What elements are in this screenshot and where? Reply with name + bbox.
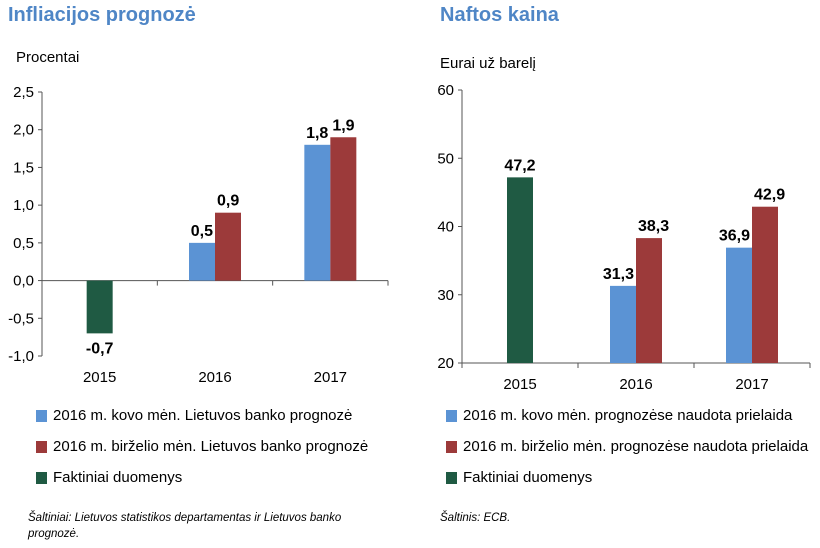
oil-price-chart: Eurai už barelį 60 50 40 30 20 2015 2016 2017 47,… <box>437 55 811 393</box>
legend-label: 2016 m. birželio mėn. prognozėse naudota… <box>463 438 809 455</box>
oil-data-label: 31,3 <box>603 266 634 283</box>
right-chart-title: Naftos kaina <box>440 4 559 26</box>
inflation-bar <box>189 242 215 281</box>
inflation-data-label: 1,8 <box>306 125 328 142</box>
oil-legend: 2016 m. kovo mėn. prognozėse naudota pri… <box>446 400 808 493</box>
inflation-y-tick-label: 0,5 <box>13 235 34 252</box>
oil-y-tick-label: 20 <box>437 355 454 372</box>
legend-swatch <box>36 409 47 422</box>
oil-x-tick-label: 2016 <box>619 376 652 393</box>
legend-item: Faktiniai duomenys <box>36 462 368 493</box>
inflation-y-tick-label: -0,5 <box>8 310 34 327</box>
inflation-data-label: -0,7 <box>86 340 114 357</box>
inflation-data-label: 0,9 <box>217 193 239 210</box>
legend-label: 2016 m. kovo mėn. Lietuvos banko prognoz… <box>53 407 353 424</box>
inflation-y-tick-label: 2,5 <box>13 84 34 101</box>
legend-item: Faktiniai duomenys <box>446 462 808 493</box>
inflation-bar <box>86 280 113 334</box>
legend-label: Faktiniai duomenys <box>53 469 183 486</box>
oil-bar <box>507 177 533 363</box>
inflation-bar <box>330 137 357 281</box>
oil-y-tick-label: 30 <box>437 287 454 304</box>
oil-y-tick-label: 40 <box>437 219 454 236</box>
inflation-data-label: 0,5 <box>191 223 213 240</box>
legend-swatch <box>36 471 47 484</box>
oil-bar <box>610 285 636 363</box>
legend-label: 2016 m. kovo mėn. prognozėse naudota pri… <box>463 407 793 424</box>
legend-swatch <box>446 440 457 453</box>
oil-x-tick-label: 2015 <box>503 376 536 393</box>
oil-data-label: 42,9 <box>754 187 785 204</box>
inflation-y-tick-label: 1,5 <box>13 159 34 176</box>
inflation-bar <box>215 212 241 281</box>
inflation-y-tick-label: -1,0 <box>8 348 34 365</box>
oil-y-tick-label: 60 <box>437 82 454 99</box>
oil-x-tick-label: 2017 <box>735 376 768 393</box>
oil-data-label: 47,2 <box>504 157 535 174</box>
inflation-bar <box>304 144 331 281</box>
oil-data-label: 38,3 <box>638 218 669 235</box>
legend-swatch <box>446 471 457 484</box>
oil-source: Šaltinis: ECB. <box>440 512 511 524</box>
legend-item: 2016 m. kovo mėn. Lietuvos banko prognoz… <box>36 400 368 431</box>
oil-y-tick-label: 50 <box>437 150 454 167</box>
oil-bar <box>752 206 778 363</box>
inflation-y-tick-label: 1,0 <box>13 197 34 214</box>
left-chart-title: Infliacijos prognozė <box>8 4 196 26</box>
oil-bar <box>726 247 752 363</box>
legend-item: 2016 m. kovo mėn. prognozėse naudota pri… <box>446 400 808 431</box>
inflation-x-tick-label: 2017 <box>314 369 347 386</box>
inflation-data-label: 1,9 <box>332 117 354 134</box>
legend-label: 2016 m. birželio mėn. Lietuvos banko pro… <box>53 438 369 455</box>
inflation-x-tick-label: 2016 <box>198 369 231 386</box>
inflation-chart: Procentai 2,5 2,0 1,5 1,0 0,5 0,0 -0,5 -1,0 2015 2… <box>8 49 389 386</box>
oil-y-axis-label: Eurai už barelį <box>440 55 536 72</box>
inflation-y-tick-label: 2,0 <box>13 122 34 139</box>
legend-item: 2016 m. birželio mėn. prognozėse naudota… <box>446 431 808 462</box>
legend-swatch <box>36 440 47 453</box>
inflation-source: Šaltiniai: Lietuvos statistikos departam… <box>28 512 342 540</box>
inflation-y-tick-label: 0,0 <box>13 273 34 290</box>
legend-label: Faktiniai duomenys <box>463 469 593 486</box>
legend-item: 2016 m. birželio mėn. Lietuvos banko pro… <box>36 431 368 462</box>
oil-bar <box>636 238 662 363</box>
oil-data-label: 36,9 <box>719 228 750 245</box>
inflation-x-tick-label: 2015 <box>83 369 116 386</box>
legend-swatch <box>446 409 457 422</box>
inflation-y-axis-label: Procentai <box>16 49 79 66</box>
inflation-legend: 2016 m. kovo mėn. Lietuvos banko prognoz… <box>36 400 368 493</box>
